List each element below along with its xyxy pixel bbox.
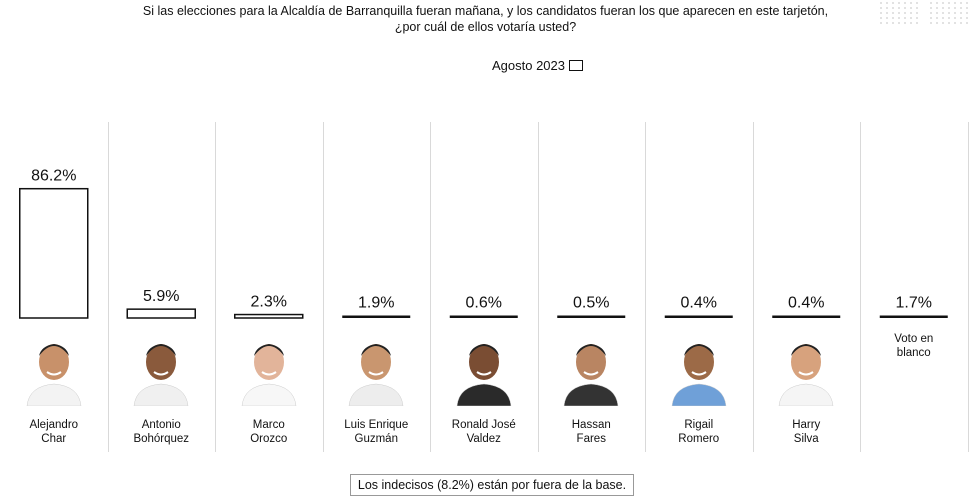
chart-legend: Agosto 2023: [0, 58, 971, 73]
bar: [449, 315, 518, 318]
candidate-name-line-2: Orozco: [250, 433, 288, 445]
data-label: 1.7%: [896, 295, 932, 312]
candidate-name-line-2: blanco: [896, 347, 931, 359]
candidate-name: Ronald José Valdez: [429, 418, 539, 446]
data-label: 0.4%: [681, 295, 717, 312]
survey-question: Si las elecciones para la Alcaldía de Ba…: [0, 3, 971, 35]
candidate-name: Antonio Bohórquez: [106, 418, 216, 446]
candidate-name-line-1: Harry: [792, 419, 821, 431]
candidate-name: Rigail Romero: [644, 418, 754, 446]
bar: [664, 315, 733, 318]
candidate-name-line-2: Guzmán: [354, 433, 398, 445]
candidate-name-line-2: Silva: [793, 433, 819, 445]
candidate-name-line-2: Char: [41, 433, 67, 445]
survey-question-line-1: Si las elecciones para la Alcaldía de Ba…: [142, 4, 829, 18]
survey-question-line-2: ¿por cuál de ellos votaría usted?: [394, 20, 577, 34]
data-label: 2.3%: [251, 294, 287, 311]
bar: [234, 313, 304, 319]
bar-chart: 86.2% 5.9% 2.3% 1.9% 0.6% 0.5% 0.4% 0.4% 1.7%: [19, 122, 969, 452]
candidate-name-line-1: Hassan: [571, 419, 611, 431]
candidate-photo: [343, 334, 409, 407]
candidate-name: Alejandro Char: [0, 418, 109, 446]
candidate-name-line-2: Romero: [678, 433, 720, 445]
decorative-dots-right: [930, 2, 971, 28]
candidate-photo: [21, 334, 87, 407]
legend-swatch: [569, 60, 583, 72]
data-label: 0.6%: [466, 295, 502, 312]
bar: [557, 315, 626, 318]
candidate-name: Marco Orozco: [214, 418, 324, 446]
candidate-name-line-1: Luis Enrique: [344, 419, 409, 431]
bar: [772, 315, 841, 318]
candidate-photo: [236, 334, 302, 407]
candidate-photo: [666, 334, 732, 407]
data-label: 0.4%: [788, 295, 824, 312]
candidate-name-line-1: Voto en: [894, 333, 934, 345]
data-label: 0.5%: [573, 295, 609, 312]
bar: [126, 308, 196, 319]
undecided-note: Los indecisos (8.2%) están por fuera de …: [350, 474, 634, 496]
candidate-name-line-1: Antonio: [141, 419, 181, 431]
candidate-name-line-1: Rigail: [684, 419, 714, 431]
candidate-name-line-1: Marco: [252, 419, 285, 431]
candidate-photo: [773, 334, 839, 407]
candidate-name-line-2: Fares: [576, 433, 606, 445]
candidate-photo: [128, 334, 194, 407]
candidate-photo: [558, 334, 624, 407]
candidate-photo: [451, 334, 517, 407]
data-label: 86.2%: [31, 168, 76, 185]
bar: [342, 315, 411, 318]
candidate-name: Hassan Fares: [536, 418, 646, 446]
candidate-name-line-2: Valdez: [466, 433, 501, 445]
candidate-name-line-2: Bohórquez: [133, 433, 190, 445]
data-label: 5.9%: [143, 288, 179, 305]
bar: [19, 187, 89, 319]
candidate-name: Harry Silva: [751, 418, 861, 446]
decorative-dots-left: [880, 2, 940, 28]
data-label: 1.9%: [358, 295, 394, 312]
legend-label: Agosto 2023: [491, 58, 565, 73]
candidate-name: Luis Enrique Guzmán: [321, 418, 431, 446]
candidate-name-line-1: Alejandro: [29, 419, 79, 431]
candidate-name-line-1: Ronald José: [451, 419, 516, 431]
candidate-name: Voto en blanco: [859, 332, 969, 360]
bar: [879, 315, 948, 318]
